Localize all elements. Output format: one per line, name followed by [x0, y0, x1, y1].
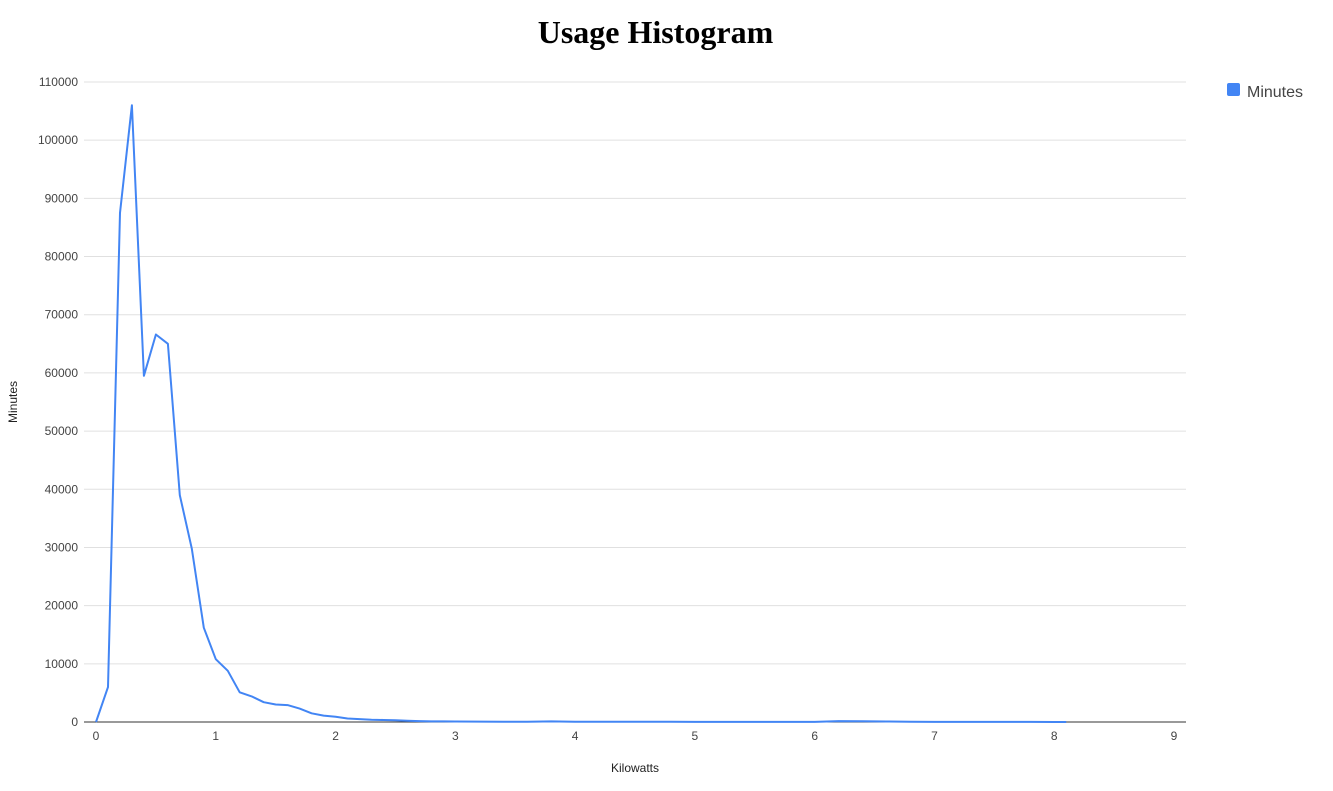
y-tick-label: 10000 — [45, 657, 79, 671]
data-point — [239, 691, 241, 693]
x-tick-label: 9 — [1171, 729, 1178, 743]
x-axis-title: Kilowatts — [611, 761, 659, 775]
y-tick-label: 40000 — [45, 482, 79, 496]
legend-label: Minutes — [1247, 84, 1303, 101]
data-point — [838, 720, 840, 722]
data-point — [933, 721, 935, 723]
data-point — [119, 212, 121, 214]
data-point — [790, 721, 792, 723]
data-point — [909, 721, 911, 723]
y-tick-label: 90000 — [45, 191, 79, 205]
series-layer — [95, 104, 1067, 723]
data-point — [454, 721, 456, 723]
gridlines — [84, 81, 1186, 665]
data-point — [526, 721, 528, 723]
data-point — [646, 721, 648, 723]
data-point — [155, 334, 157, 336]
data-point — [574, 721, 576, 723]
data-point — [502, 721, 504, 723]
y-tick-label: 70000 — [45, 308, 79, 322]
y-tick-label: 110000 — [39, 75, 78, 89]
x-tick-label: 3 — [452, 729, 459, 743]
data-point — [886, 721, 888, 723]
data-point — [359, 718, 361, 720]
data-point — [323, 715, 325, 717]
y-axis-title: Minutes — [6, 381, 20, 423]
data-point — [1065, 721, 1067, 723]
y-tick-label: 100000 — [38, 133, 78, 147]
data-point — [203, 627, 205, 629]
y-tick-label: 60000 — [45, 366, 79, 380]
data-point — [550, 720, 552, 722]
data-point — [382, 719, 384, 721]
series-line-minutes — [95, 104, 1067, 723]
data-point — [670, 721, 672, 723]
data-point — [299, 708, 301, 710]
y-tick-label: 30000 — [45, 540, 79, 554]
chart-title: Usage Histogram — [537, 14, 774, 50]
data-point — [718, 721, 720, 723]
y-tick-label: 50000 — [45, 424, 79, 438]
data-point — [287, 704, 289, 706]
data-point — [1053, 721, 1055, 723]
y-axis-ticks: 0 10000 20000 30000 40000 50000 60000 70000 8000… — [38, 75, 78, 729]
data-point — [766, 721, 768, 723]
x-tick-label: 6 — [811, 729, 818, 743]
x-tick-label: 4 — [572, 729, 579, 743]
x-tick-label: 2 — [332, 729, 339, 743]
data-point — [179, 494, 181, 496]
data-point — [394, 719, 396, 721]
data-point — [742, 721, 744, 723]
legend-swatch — [1227, 83, 1240, 96]
data-point — [335, 716, 337, 718]
data-point — [1005, 721, 1007, 723]
data-point — [131, 104, 133, 106]
data-point — [263, 701, 265, 703]
data-point — [215, 658, 217, 660]
data-point — [143, 375, 145, 377]
data-point — [107, 686, 109, 688]
data-point — [275, 704, 277, 706]
data-point — [418, 720, 420, 722]
data-point — [311, 712, 313, 714]
x-axis-ticks: 0 1 2 3 4 5 6 7 8 9 — [93, 729, 1178, 743]
data-point — [251, 695, 253, 697]
x-tick-label: 1 — [212, 729, 219, 743]
data-point — [227, 670, 229, 672]
data-point — [814, 721, 816, 723]
data-point — [191, 548, 193, 550]
data-point — [862, 720, 864, 722]
data-point — [442, 720, 444, 722]
x-tick-label: 5 — [692, 729, 699, 743]
y-tick-label: 80000 — [45, 250, 79, 264]
data-point — [347, 718, 349, 720]
y-tick-label: 20000 — [45, 599, 79, 613]
x-tick-label: 7 — [931, 729, 938, 743]
legend: Minutes — [1227, 83, 1303, 101]
data-point — [370, 719, 372, 721]
data-point — [430, 720, 432, 722]
data-point — [957, 721, 959, 723]
data-point — [478, 721, 480, 723]
x-tick-label: 0 — [93, 729, 100, 743]
data-point — [167, 343, 169, 345]
data-point — [694, 721, 696, 723]
data-point — [1029, 721, 1031, 723]
data-point — [406, 720, 408, 722]
data-point — [981, 721, 983, 723]
x-tick-label: 8 — [1051, 729, 1058, 743]
data-point — [598, 721, 600, 723]
data-point — [622, 721, 624, 723]
data-point — [95, 721, 97, 723]
y-tick-label: 0 — [71, 715, 78, 729]
